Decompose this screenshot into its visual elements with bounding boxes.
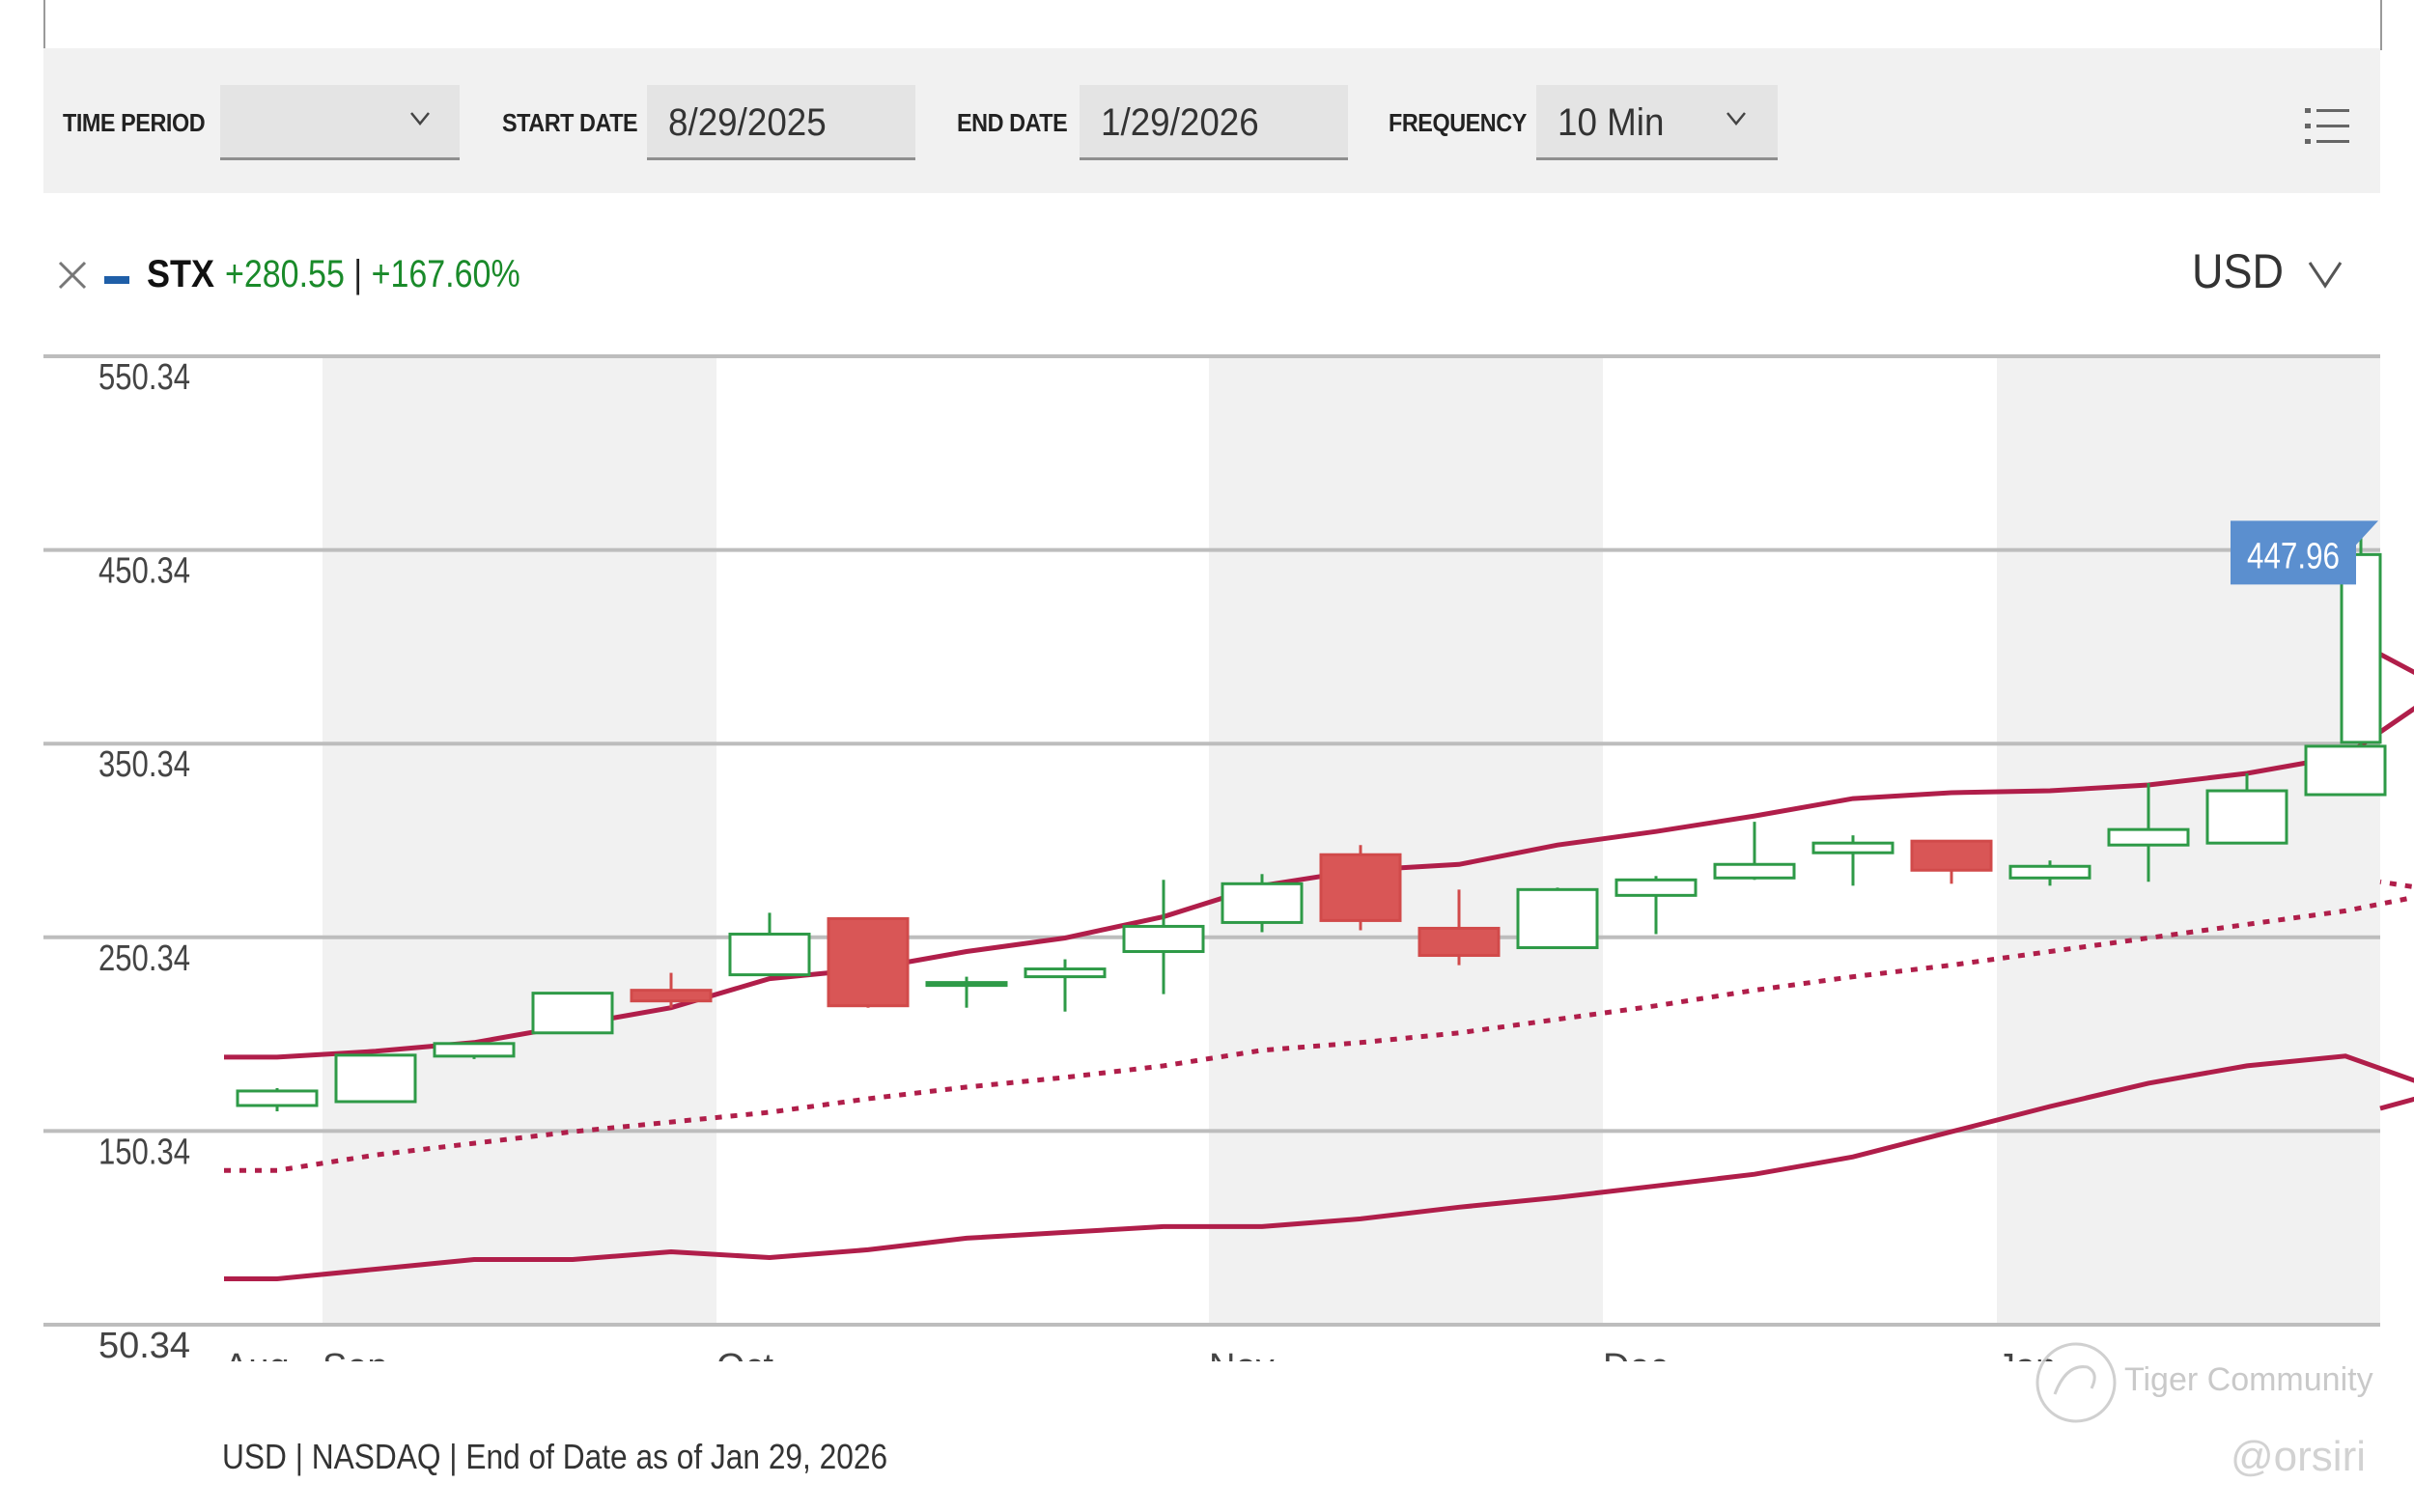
x-tick-label: Sep <box>323 1347 388 1361</box>
candle-body <box>2107 827 2190 847</box>
x-tick-label: Aug <box>224 1347 290 1361</box>
change-separator: | <box>353 253 363 295</box>
chart-footer-note: USD | NASDAQ | End of Date as of Jan 29,… <box>222 1437 888 1476</box>
y-tick-label: 50.34 <box>98 1326 190 1361</box>
candle-body <box>1910 839 1993 872</box>
start-date-label: START DATE <box>502 108 638 137</box>
chart-controls-bar: TIME PERIOD START DATE 8/29/2025 END DAT… <box>43 48 2380 193</box>
y-tick-label: 250.34 <box>98 938 190 979</box>
price-change: +280.55 | +167.60% <box>225 253 520 296</box>
candle-body <box>1811 841 1895 854</box>
time-period-label: TIME PERIOD <box>63 108 206 137</box>
change-percent: +167.60% <box>371 253 520 295</box>
start-date-input[interactable]: 8/29/2025 <box>647 85 915 160</box>
frequency-label: FREQUENCY <box>1389 108 1527 137</box>
chevron-down-icon[interactable] <box>2306 257 2344 292</box>
candle-body <box>1024 967 1107 979</box>
x-tick-label: Oct <box>716 1347 774 1361</box>
chevron-down-icon <box>410 112 430 126</box>
candle-body <box>236 1089 319 1107</box>
candle-body <box>728 932 811 977</box>
candle-body <box>630 989 713 1003</box>
price-chart: 550.34450.34350.34250.34150.3450.34Aug20… <box>43 354 2414 1361</box>
candle-body <box>1418 926 1501 958</box>
candle-body <box>2340 552 2382 744</box>
candle-body <box>1713 862 1796 880</box>
y-tick-label: 150.34 <box>98 1132 190 1172</box>
y-tick-label: 350.34 <box>98 744 190 785</box>
chevron-down-icon <box>1726 112 1746 126</box>
last-price-tag-pointer <box>2356 520 2378 546</box>
candle-body <box>1614 878 1698 897</box>
candle-body <box>531 992 614 1035</box>
candle-body <box>1221 882 1304 924</box>
last-price-tag <box>2231 520 2356 585</box>
candle-body <box>2008 864 2091 880</box>
tiger-logo-icon <box>2035 1342 2117 1423</box>
x-tick-label: Dec <box>1603 1347 1669 1361</box>
y-tick-label: 550.34 <box>98 357 190 398</box>
candle-body <box>2304 744 2387 797</box>
moving-average-dashed <box>224 879 2414 1173</box>
time-period-select[interactable] <box>220 85 460 160</box>
month-band <box>323 356 716 1325</box>
candle-body <box>925 981 1008 988</box>
end-date-input[interactable]: 1/29/2026 <box>1080 85 1348 160</box>
candle-body <box>2205 789 2288 845</box>
series-color-swatch <box>104 276 129 284</box>
close-icon[interactable] <box>56 259 89 292</box>
top-panel-border <box>43 0 2382 50</box>
list-menu-icon[interactable] <box>2303 104 2351 149</box>
frequency-select[interactable]: 10 Min <box>1536 85 1778 160</box>
candle-body <box>1516 887 1599 950</box>
candle-body <box>433 1042 516 1058</box>
watermark-handle: @orsiri <box>2231 1433 2366 1480</box>
change-absolute: +280.55 <box>225 253 345 295</box>
currency-selector[interactable]: USD <box>2192 244 2285 298</box>
ticker-symbol: STX <box>147 253 215 295</box>
x-tick-label: Nov <box>1209 1347 1275 1361</box>
end-date-label: END DATE <box>957 108 1068 137</box>
candle-body <box>827 916 910 1008</box>
candle-body <box>1319 853 1402 922</box>
month-band <box>1209 356 1603 1325</box>
y-tick-label: 450.34 <box>98 551 190 592</box>
watermark-brand: Tiger Community <box>2124 1361 2373 1398</box>
candle-body <box>1122 924 1205 954</box>
last-price-label: 447.96 <box>2247 536 2340 576</box>
candle-body <box>334 1053 417 1104</box>
moving-average-lower <box>224 1053 2414 1281</box>
x-tick-label: Jan <box>1997 1347 2056 1361</box>
